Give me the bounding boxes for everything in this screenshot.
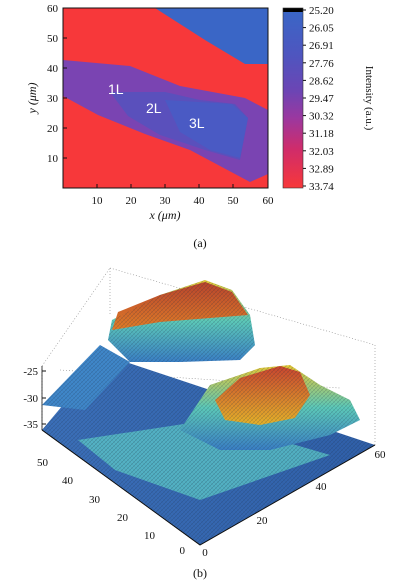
y3d-tick-label: 40 [62, 475, 74, 487]
colorbar-tick-label: 30.32 [309, 111, 334, 123]
y-tick-label: 40 [47, 63, 59, 75]
x-tick-label: 20 [126, 195, 138, 207]
y3d-tick-label: 0 [180, 545, 186, 557]
caption-b: (b) [193, 566, 207, 580]
x3d-tick-label: 60 [375, 449, 387, 461]
x-tick-label: 10 [92, 195, 104, 207]
y3d-tick-label: 10 [144, 530, 156, 542]
z-tick-label: -25 [23, 366, 38, 378]
x-axis-label: x (μm) [148, 208, 180, 222]
region-label-1L: 1L [108, 81, 124, 97]
colorbar-tick-label: 26.05 [309, 23, 334, 35]
y-tick-label: 50 [47, 33, 59, 45]
caption-a: (a) [193, 236, 206, 250]
axes-box [41, 267, 376, 445]
y3d-tick-label: 20 [117, 512, 129, 524]
colorbar-tick-label: 27.76 [309, 58, 334, 70]
x-tick-label: 30 [160, 195, 172, 207]
colorbar-tick-label: 32.03 [309, 146, 334, 158]
region-label-3L: 3L [189, 115, 205, 131]
panel-b: -25 -30 -35 50 40 30 20 10 0 0 20 40 60 … [23, 267, 387, 580]
panel-a: 1L 2L 3L 10 20 30 40 50 60 x (μm) [25, 3, 375, 250]
y-axis-label: y (μm) [25, 82, 39, 114]
x-tick-label: 50 [228, 195, 240, 207]
x-tick-label: 60 [263, 195, 275, 207]
z-axis: -25 -30 -35 [23, 366, 46, 431]
region-label-2L: 2L [146, 100, 162, 116]
y3d-tick-label: 30 [89, 494, 101, 506]
colorbar-tick-label: 32.89 [309, 163, 334, 175]
z-tick-label: -35 [23, 419, 38, 431]
x-axis-3d: 0 20 40 60 [199, 444, 387, 559]
colorbar-tick-label: 33.74 [309, 181, 334, 193]
colorbar: 25.20 26.05 26.91 27.76 28.62 29.47 30.32 31.18… [282, 5, 375, 193]
y-tick-label: 20 [47, 123, 59, 135]
x3d-tick-label: 0 [202, 547, 208, 559]
colorbar-tick-label: 29.47 [309, 93, 334, 105]
x3d-tick-label: 20 [257, 515, 269, 527]
y-tick-label: 60 [47, 3, 59, 15]
colorbar-tick-label: 25.20 [309, 5, 334, 17]
y-axis: 10 20 30 40 50 60 y (μm) [25, 3, 67, 165]
y-tick-label: 30 [47, 93, 59, 105]
heatmap-plot-area: 1L 2L 3L [62, 7, 269, 189]
colorbar-tick-label: 28.62 [309, 75, 334, 87]
colorbar-tick-label: 31.18 [309, 128, 334, 140]
y-axis-3d: 50 40 30 20 10 0 [37, 429, 201, 557]
x3d-tick-label: 40 [316, 481, 328, 493]
z-tick-label: -30 [23, 393, 38, 405]
colorbar-tick-label: 26.91 [309, 40, 334, 52]
y-tick-label: 10 [47, 153, 59, 165]
x-tick-label: 40 [194, 195, 206, 207]
y3d-tick-label: 50 [37, 457, 49, 469]
colorbar-label: Intensity (a.u.) [363, 66, 375, 131]
x-axis: 10 20 30 40 50 60 x (μm) [92, 184, 275, 222]
